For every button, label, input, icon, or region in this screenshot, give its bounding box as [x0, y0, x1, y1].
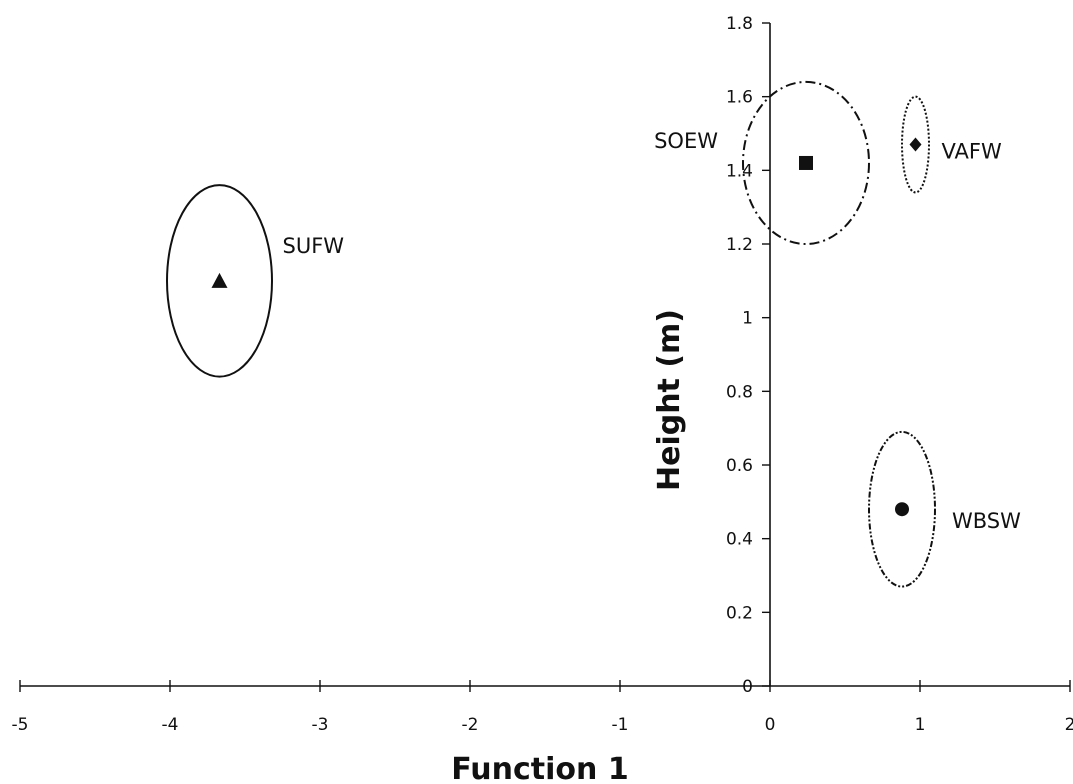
y-tick-label: 0	[742, 677, 753, 697]
y-tick-label: 0.4	[726, 530, 753, 550]
x-tick-label: -4	[162, 715, 179, 735]
point-vafw	[909, 137, 922, 152]
x-tick-label: -5	[12, 715, 29, 735]
x-axis-title: Function 1	[451, 752, 628, 784]
point-soew	[799, 155, 813, 170]
ellipse-vafw	[901, 95, 930, 194]
y-tick-label: 0.2	[726, 603, 753, 623]
point-sufw	[211, 272, 228, 288]
label-sufw: SUFW	[283, 234, 345, 258]
y-tick-label: 0.6	[726, 456, 753, 476]
point-wbsw	[895, 502, 909, 517]
label-vafw: VAFW	[942, 140, 1002, 164]
y-tick-label: 1.4	[726, 161, 753, 181]
y-tick-label: 1	[742, 309, 753, 329]
y-axis-title: Height (m)	[652, 309, 687, 491]
label-wbsw: WBSW	[952, 509, 1021, 533]
x-tick-label: 1	[915, 715, 926, 735]
label-soew: SOEW	[654, 129, 718, 153]
ellipse-sufw	[166, 184, 273, 378]
x-tick-label: -1	[612, 715, 629, 735]
y-tick-label: 0.8	[726, 382, 753, 402]
axes: -5 -4 -3 -2 -1 0 1 2 0 0.2 0.4 0.6 0.8 1 1.2 1.4 1.6 1.8	[12, 14, 1073, 735]
y-tick-label: 1.2	[726, 235, 753, 255]
x-tick-label: -3	[312, 715, 329, 735]
ellipse-soew	[742, 80, 870, 245]
y-tick-label: 1.6	[726, 88, 753, 108]
ellipse-wbsw	[868, 430, 936, 588]
x-tick-label: -2	[462, 715, 479, 735]
x-tick-label: 0	[765, 715, 776, 735]
x-tick-label: 2	[1065, 715, 1073, 735]
y-tick-label: 1.8	[726, 14, 753, 34]
chart-marks: SUFW SOEW VAFW WBSW	[166, 80, 1021, 588]
